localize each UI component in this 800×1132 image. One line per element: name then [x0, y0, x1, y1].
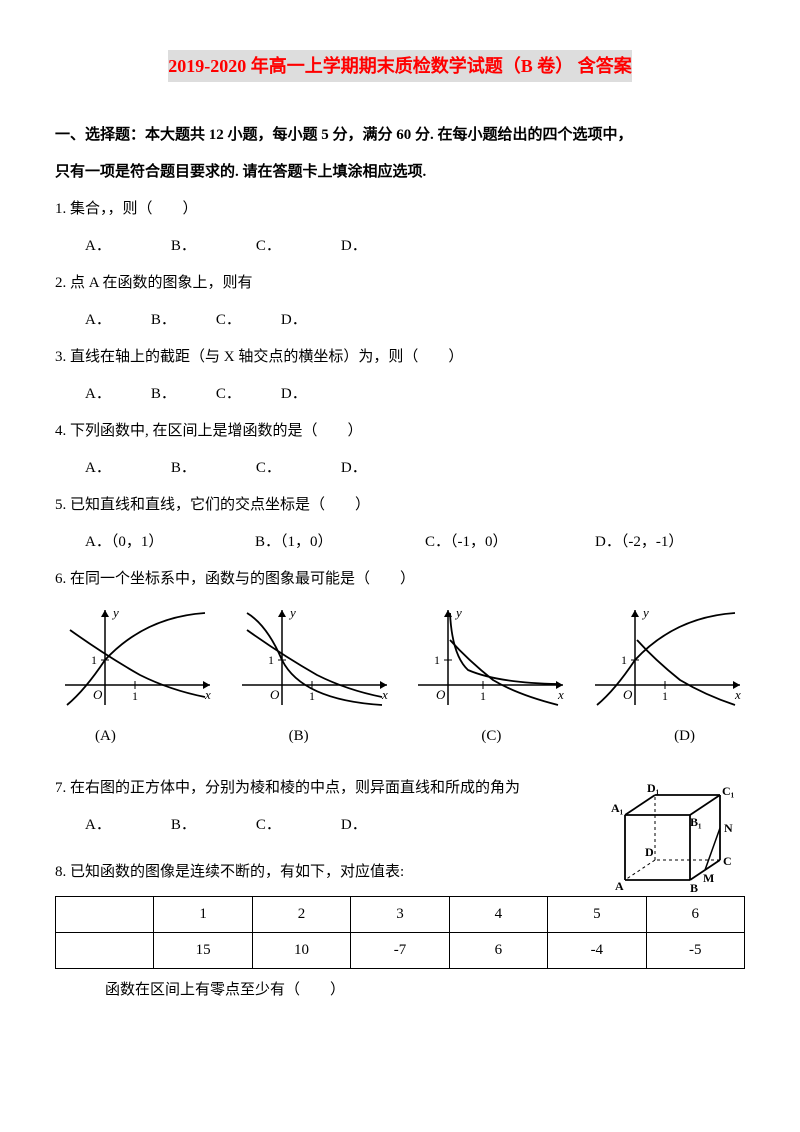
q2-option-d: D． — [281, 307, 307, 334]
svg-text:B₁: B₁ — [690, 815, 702, 829]
svg-text:y: y — [111, 605, 119, 620]
svg-text:1: 1 — [621, 653, 627, 667]
svg-text:1: 1 — [434, 653, 440, 667]
q4-option-b: B． — [171, 455, 196, 482]
question-3-options: A． B． C． D． — [55, 381, 745, 408]
question-3: 3. 直线在轴上的截距（与 X 轴交点的横坐标）为，则（ ） — [55, 344, 745, 371]
table-cell: 1 — [154, 897, 252, 933]
svg-text:C: C — [723, 854, 732, 868]
q4-option-c: C． — [256, 455, 281, 482]
q5-option-b: B．（1，0） — [255, 529, 425, 556]
table-row: 15 10 -7 6 -4 -5 — [56, 933, 745, 969]
q1-option-b: B． — [171, 233, 196, 260]
q2-option-a: A． — [85, 307, 111, 334]
q2-option-b: B． — [151, 307, 176, 334]
q6-label-d: (D) — [674, 723, 695, 750]
svg-text:O: O — [436, 687, 446, 702]
question-2-options: A． B． C． D． — [55, 307, 745, 334]
svg-text:N: N — [724, 821, 733, 835]
question-6-labels: (A) (B) (C) (D) — [55, 723, 745, 750]
question-1-options: A． B． C． D． — [55, 233, 745, 260]
svg-text:M: M — [703, 871, 714, 885]
q1-option-c: C． — [256, 233, 281, 260]
q2-option-c: C． — [216, 307, 241, 334]
svg-text:O: O — [93, 687, 103, 702]
svg-text:y: y — [454, 605, 462, 620]
cube-diagram: A B C D A₁ B₁ C₁ D₁ M N — [605, 780, 735, 900]
question-6: 6. 在同一个坐标系中，函数与的图象最可能是（ ） — [55, 566, 745, 593]
table-row: 1 2 3 4 5 6 — [56, 897, 745, 933]
svg-text:1: 1 — [132, 689, 138, 703]
question-5: 5. 已知直线和直线，它们的交点坐标是（ ） — [55, 492, 745, 519]
table-cell: 15 — [154, 933, 252, 969]
svg-text:1: 1 — [480, 689, 486, 703]
question-4: 4. 下列函数中, 在区间上是增函数的是（ ） — [55, 418, 745, 445]
q6-label-b: (B) — [289, 723, 309, 750]
q8-table: 1 2 3 4 5 6 15 10 -7 6 -4 -5 — [55, 896, 745, 969]
q7-option-d: D． — [341, 812, 367, 839]
table-cell: 5 — [548, 897, 646, 933]
q5-option-c: C．（-1，0） — [425, 529, 595, 556]
q4-option-d: D． — [341, 455, 367, 482]
table-cell — [56, 897, 154, 933]
svg-text:y: y — [288, 605, 296, 620]
svg-text:B: B — [690, 881, 698, 895]
svg-text:A: A — [615, 879, 624, 893]
q3-option-c: C． — [216, 381, 241, 408]
question-2: 2. 点 A 在函数的图象上，则有 — [55, 270, 745, 297]
q3-option-a: A． — [85, 381, 111, 408]
graph-a: x y O 1 1 — [55, 605, 215, 715]
svg-text:x: x — [381, 687, 388, 702]
graph-c: x y O 1 1 — [408, 605, 568, 715]
q3-option-b: B． — [151, 381, 176, 408]
table-cell: -4 — [548, 933, 646, 969]
svg-text:x: x — [204, 687, 211, 702]
section-1-header-line1: 一、选择题：本大题共 12 小题，每小题 5 分，满分 60 分. 在每小题给出… — [55, 122, 745, 149]
svg-text:D: D — [645, 845, 654, 859]
table-cell: -5 — [646, 933, 744, 969]
graph-b: x y O 1 1 — [232, 605, 392, 715]
svg-text:1: 1 — [268, 653, 274, 667]
question-1: 1. 集合，，则（ ） — [55, 196, 745, 223]
svg-text:x: x — [557, 687, 564, 702]
q5-option-a: A．（0，1） — [85, 529, 255, 556]
q3-option-d: D． — [281, 381, 307, 408]
svg-text:O: O — [623, 687, 633, 702]
page-title: 2019-2020 年高一上学期期末质检数学试题（B 卷） 含答案 — [168, 50, 632, 82]
table-cell: 2 — [252, 897, 350, 933]
question-5-options: A．（0，1） B．（1，0） C．（-1，0） D．（-2，-1） — [55, 529, 745, 556]
svg-text:D₁: D₁ — [647, 781, 660, 795]
svg-text:1: 1 — [662, 689, 668, 703]
question-4-options: A． B． C． D． — [55, 455, 745, 482]
svg-text:y: y — [641, 605, 649, 620]
q5-option-d: D．（-2，-1） — [595, 529, 683, 556]
table-cell: -7 — [351, 933, 449, 969]
q4-option-a: A． — [85, 455, 111, 482]
svg-text:1: 1 — [309, 689, 315, 703]
question-6-graphs: x y O 1 1 x y O 1 1 — [55, 605, 745, 715]
q1-option-a: A． — [85, 233, 111, 260]
graph-d: x y O 1 1 — [585, 605, 745, 715]
table-cell: 3 — [351, 897, 449, 933]
q8-footer: 函数在区间上有零点至少有（ ） — [55, 977, 745, 1004]
table-cell: 6 — [646, 897, 744, 933]
svg-text:A₁: A₁ — [611, 801, 624, 815]
section-1-header-line2: 只有一项是符合题目要求的. 请在答题卡上填涂相应选项. — [55, 159, 745, 186]
svg-text:O: O — [270, 687, 280, 702]
svg-text:1: 1 — [91, 653, 97, 667]
table-cell: 10 — [252, 933, 350, 969]
q7-option-c: C． — [256, 812, 281, 839]
table-cell — [56, 933, 154, 969]
q6-label-c: (C) — [481, 723, 501, 750]
q7-option-a: A． — [85, 812, 111, 839]
table-cell: 4 — [449, 897, 547, 933]
q7-option-b: B． — [171, 812, 196, 839]
table-cell: 6 — [449, 933, 547, 969]
q1-option-d: D． — [341, 233, 367, 260]
svg-text:x: x — [734, 687, 741, 702]
q6-label-a: (A) — [95, 723, 116, 750]
svg-text:C₁: C₁ — [722, 784, 735, 798]
